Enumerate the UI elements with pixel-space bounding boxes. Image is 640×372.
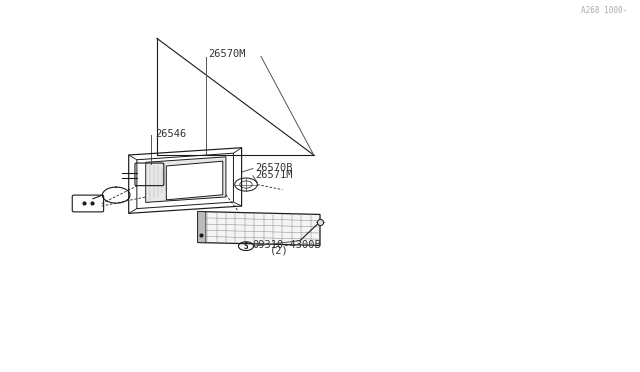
Text: 26570B: 26570B: [255, 163, 292, 173]
Text: A268 1000-: A268 1000-: [581, 6, 627, 15]
Text: 26571M: 26571M: [255, 170, 292, 180]
Text: 09310-4300B: 09310-4300B: [252, 240, 321, 250]
Text: S: S: [244, 242, 248, 251]
Text: (2): (2): [270, 246, 289, 256]
Polygon shape: [146, 157, 226, 202]
Text: 26546: 26546: [155, 128, 186, 138]
Text: 26570M: 26570M: [209, 49, 246, 59]
Polygon shape: [198, 212, 206, 243]
Polygon shape: [166, 161, 223, 200]
Polygon shape: [198, 212, 320, 246]
